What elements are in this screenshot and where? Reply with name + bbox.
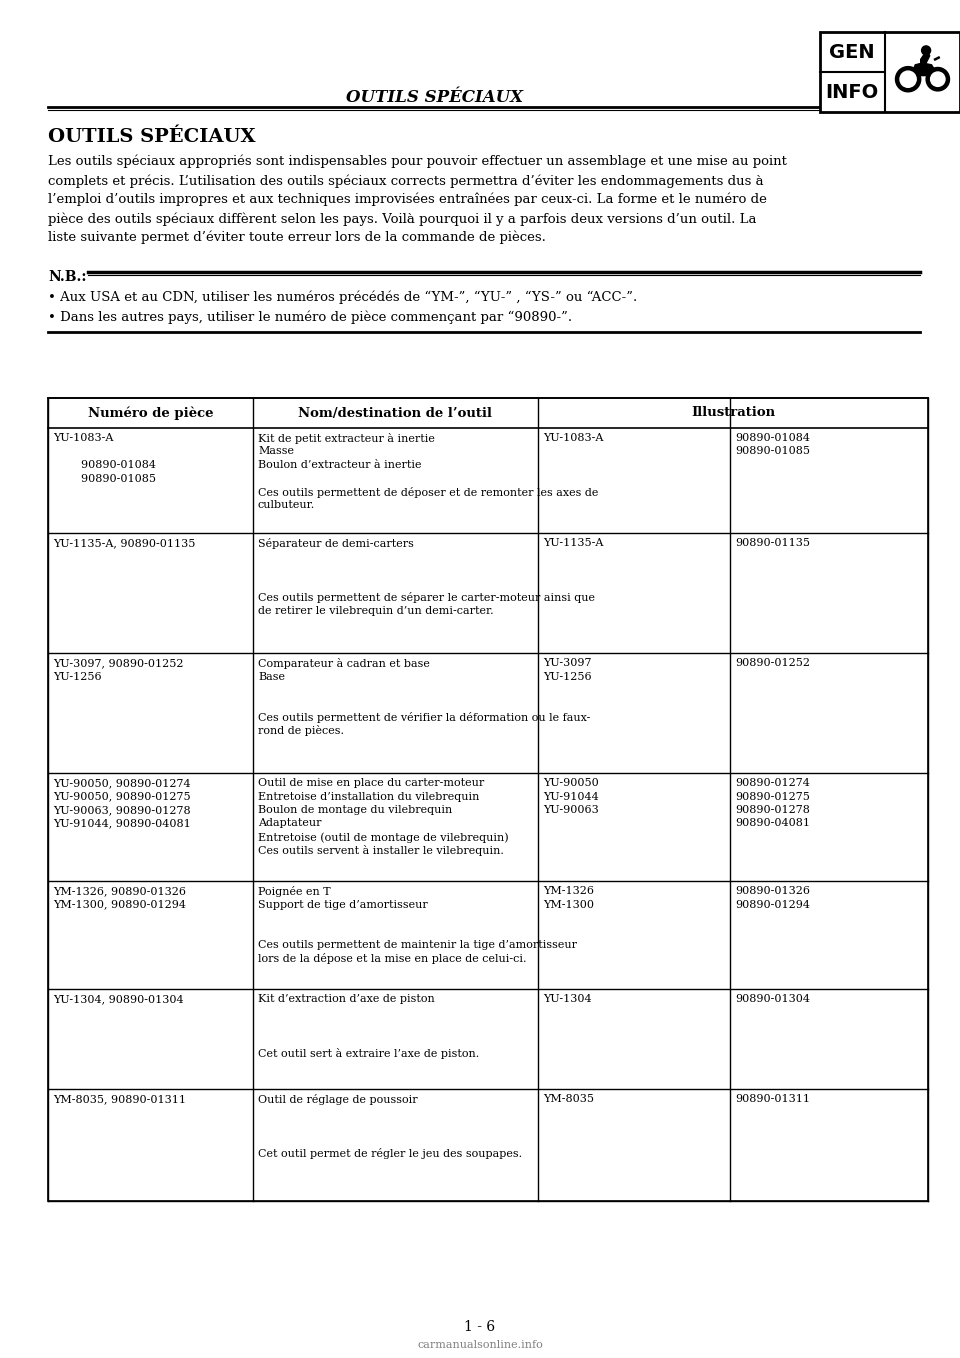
Text: YM-1300: YM-1300 [543,899,594,910]
Text: GEN: GEN [829,42,875,61]
Text: • Aux USA et au CDN, utiliser les numéros précédés de “YM-”, “YU-” , “YS-” ou “A: • Aux USA et au CDN, utiliser les numéro… [48,291,637,303]
Text: 90890-01085: 90890-01085 [735,447,810,456]
Text: Ces outils permettent de vérifier la déformation ou le faux-: Ces outils permettent de vérifier la déf… [258,712,590,722]
Text: lors de la dépose et la mise en place de celui-ci.: lors de la dépose et la mise en place de… [258,953,526,964]
Text: Ces outils permettent de séparer le carter-moteur ainsi que: Ces outils permettent de séparer le cart… [258,592,595,603]
Circle shape [900,71,916,87]
Text: rond de pièces.: rond de pièces. [258,725,344,736]
Text: YU-1083-A: YU-1083-A [543,433,604,443]
Text: YU-1083-A: YU-1083-A [53,433,113,443]
Text: Ces outils servent à installer le vilebrequin.: Ces outils servent à installer le vilebr… [258,846,504,857]
Text: YU-90063: YU-90063 [543,805,599,815]
Text: Illustration: Illustration [691,406,775,420]
Text: Comparateur à cadran et base: Comparateur à cadran et base [258,659,430,669]
Text: YM-1326: YM-1326 [543,885,594,896]
Text: YM-8035, 90890-01311: YM-8035, 90890-01311 [53,1095,186,1104]
Text: YU-90050, 90890-01275: YU-90050, 90890-01275 [53,792,191,801]
Text: liste suivante permet d’éviter toute erreur lors de la commande de pièces.: liste suivante permet d’éviter toute err… [48,231,546,244]
Text: YU-1135-A, 90890-01135: YU-1135-A, 90890-01135 [53,538,196,549]
Text: YU-1304, 90890-01304: YU-1304, 90890-01304 [53,994,183,1004]
Text: YU-90050, 90890-01274: YU-90050, 90890-01274 [53,778,191,788]
Circle shape [926,68,949,91]
Text: l’emploi d’outils impropres et aux techniques improvisées entraînées par ceux-ci: l’emploi d’outils impropres et aux techn… [48,193,767,206]
Text: 90890-01311: 90890-01311 [735,1095,810,1104]
Text: YU-1304: YU-1304 [543,994,591,1004]
Text: de retirer le vilebrequin d’un demi-carter.: de retirer le vilebrequin d’un demi-cart… [258,606,493,615]
Text: Entretoise d’installation du vilebrequin: Entretoise d’installation du vilebrequin [258,792,479,801]
Text: YU-90050: YU-90050 [543,778,599,788]
Text: 90890-01085: 90890-01085 [53,474,156,483]
Text: YU-3097: YU-3097 [543,659,591,668]
Text: Kit d’extraction d’axe de piston: Kit d’extraction d’axe de piston [258,994,435,1004]
Text: OUTILS SPÉCIAUX: OUTILS SPÉCIAUX [347,90,523,106]
Text: • Dans les autres pays, utiliser le numéro de pièce commençant par “90890-”.: • Dans les autres pays, utiliser le numé… [48,310,572,323]
Text: culbuteur.: culbuteur. [258,501,315,511]
Text: complets et précis. L’utilisation des outils spéciaux corrects permettra d’évite: complets et précis. L’utilisation des ou… [48,174,763,187]
Bar [48,398,928,1200]
Text: Outil de réglage de poussoir: Outil de réglage de poussoir [258,1095,418,1105]
Text: 90890-01278: 90890-01278 [735,805,810,815]
Text: 90890-01304: 90890-01304 [735,994,810,1004]
Text: OUTILS SPÉCIAUX: OUTILS SPÉCIAUX [48,128,255,147]
Text: Nom/destination de l’outil: Nom/destination de l’outil [299,406,492,420]
Text: 90890-01275: 90890-01275 [735,792,810,801]
Text: Outil de mise en place du carter-moteur: Outil de mise en place du carter-moteur [258,778,484,788]
Text: Base: Base [258,671,285,682]
Text: 90890-04081: 90890-04081 [735,819,810,828]
Text: 90890-01252: 90890-01252 [735,659,810,668]
Text: Les outils spéciaux appropriés sont indispensables pour pouvoir effectuer un ass: Les outils spéciaux appropriés sont indi… [48,155,787,168]
Text: Ces outils permettent de maintenir la tige d’amortisseur: Ces outils permettent de maintenir la ti… [258,940,577,951]
Text: YM-8035: YM-8035 [543,1095,594,1104]
Polygon shape [912,62,936,76]
Text: Numéro de pièce: Numéro de pièce [87,406,213,420]
Circle shape [930,72,945,87]
Text: Entretoise (outil de montage de vilebrequin): Entretoise (outil de montage de vilebreq… [258,832,509,842]
Text: Séparateur de demi-carters: Séparateur de demi-carters [258,538,414,549]
Text: YM-1326, 90890-01326: YM-1326, 90890-01326 [53,885,186,896]
Text: pièce des outils spéciaux diffèrent selon les pays. Voilà pourquoi il y a parfoi: pièce des outils spéciaux diffèrent selo… [48,212,756,225]
Text: Cet outil sert à extraire l’axe de piston.: Cet outil sert à extraire l’axe de pisto… [258,1048,479,1059]
Text: Adaptateur: Adaptateur [258,819,322,828]
Text: Boulon de montage du vilebrequin: Boulon de montage du vilebrequin [258,805,452,815]
Text: Ces outils permettent de déposer et de remonter les axes de: Ces outils permettent de déposer et de r… [258,488,598,498]
Circle shape [896,67,921,92]
Text: YM-1300, 90890-01294: YM-1300, 90890-01294 [53,899,186,910]
Text: Cet outil permet de régler le jeu des soupapes.: Cet outil permet de régler le jeu des so… [258,1148,522,1158]
Text: YU-90063, 90890-01278: YU-90063, 90890-01278 [53,805,191,815]
Text: YU-1135-A: YU-1135-A [543,538,604,549]
Polygon shape [921,52,929,62]
Text: 90890-01084: 90890-01084 [735,433,810,443]
Text: 90890-01274: 90890-01274 [735,778,810,788]
Text: Kit de petit extracteur à inertie: Kit de petit extracteur à inertie [258,433,435,444]
Text: Boulon d’extracteur à inertie: Boulon d’extracteur à inertie [258,460,421,470]
Text: 90890-01326: 90890-01326 [735,885,810,896]
Text: YU-91044, 90890-04081: YU-91044, 90890-04081 [53,819,191,828]
Text: 90890-01084: 90890-01084 [53,460,156,470]
Text: YU-1256: YU-1256 [53,671,102,682]
Text: 90890-01294: 90890-01294 [735,899,810,910]
Text: carmanualsonline.info: carmanualsonline.info [418,1340,542,1350]
Text: Support de tige d’amortisseur: Support de tige d’amortisseur [258,899,428,910]
Circle shape [922,46,930,54]
Text: 1 - 6: 1 - 6 [465,1320,495,1334]
Text: 90890-01135: 90890-01135 [735,538,810,549]
Text: N.B.:: N.B.: [48,270,86,284]
Text: Masse: Masse [258,447,294,456]
Text: YU-3097, 90890-01252: YU-3097, 90890-01252 [53,659,183,668]
Text: YU-91044: YU-91044 [543,792,599,801]
Text: YU-1256: YU-1256 [543,671,591,682]
Text: INFO: INFO [826,83,878,102]
Text: Poignée en T: Poignée en T [258,885,330,898]
Bar [820,33,960,111]
